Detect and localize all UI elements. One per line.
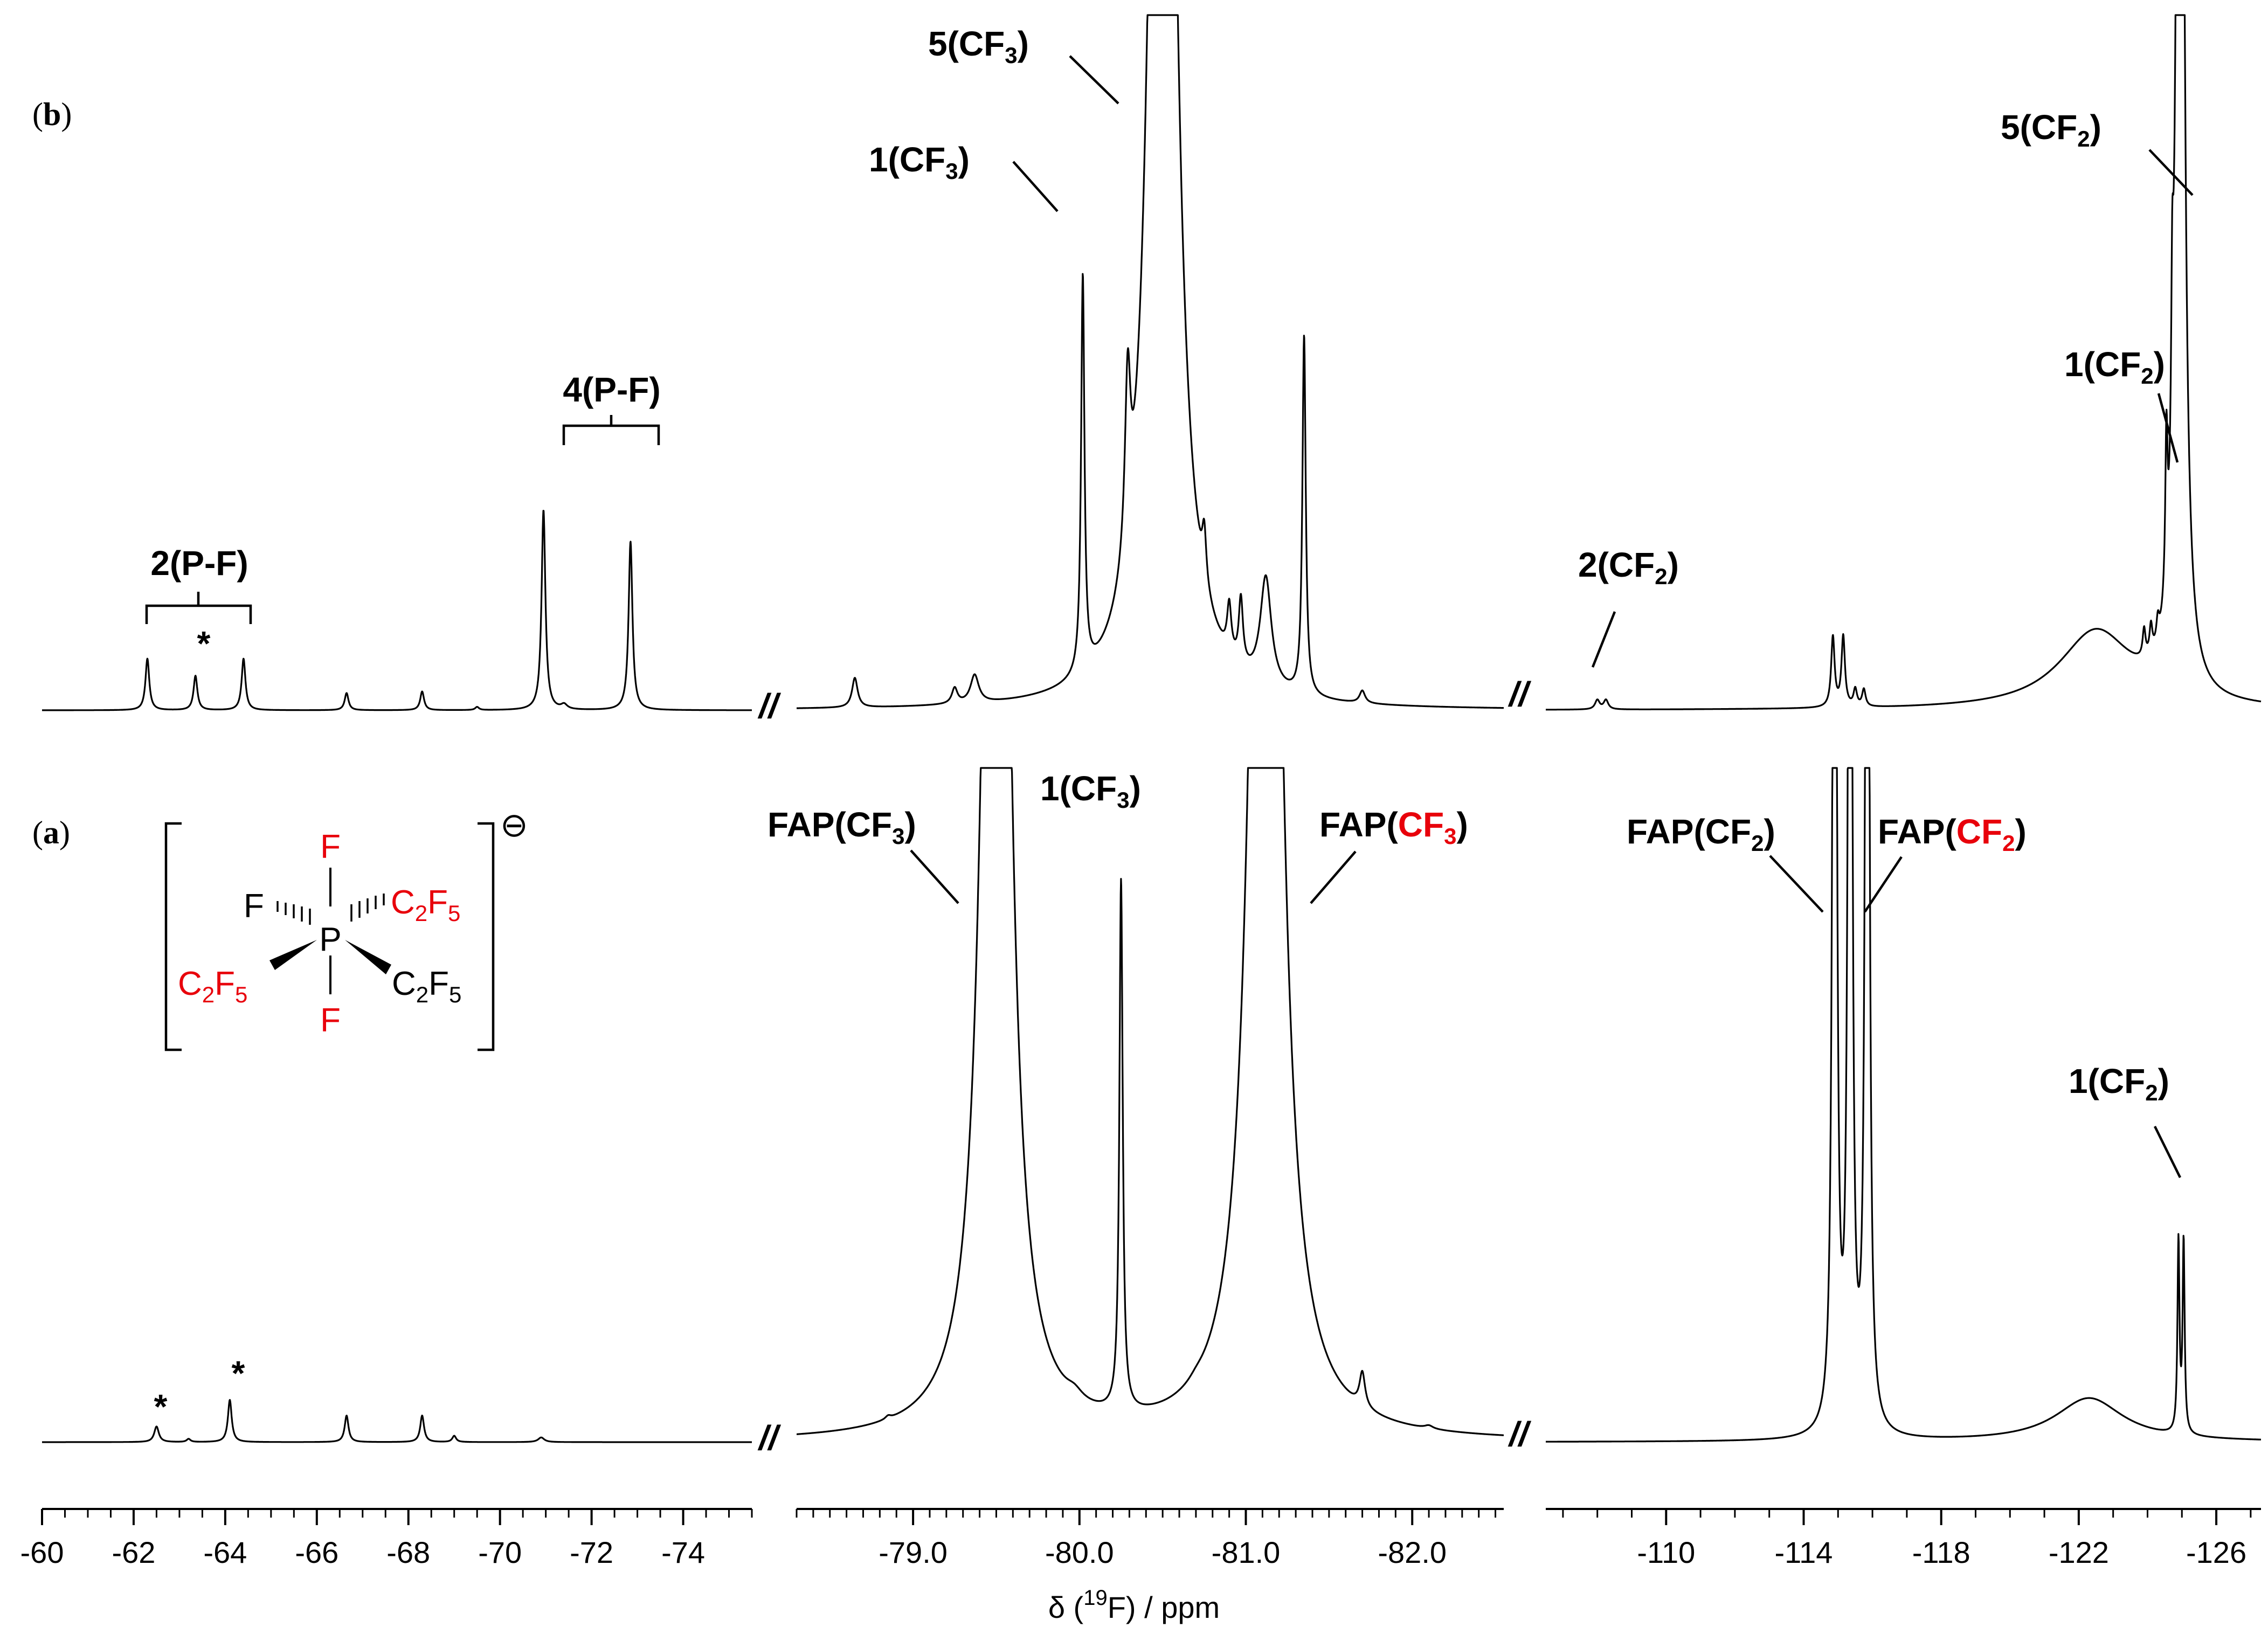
label-1-cf3-b: 1(CF3) — [869, 140, 970, 184]
label-fap-cf2-right: FAP(CF2) — [1878, 812, 2027, 856]
label-5-cf3-b: 5(CF3) — [928, 24, 1029, 68]
x-tick-label: -70 — [478, 1535, 522, 1569]
x-axes: -60 -62 -64 -66 -68 -70 -72 -74 -79.0 -80.0 -81.0 -… — [20, 1508, 2261, 1569]
x-tick-label: -64 — [203, 1535, 247, 1569]
label-1-cf2-b: 1(CF2) — [2064, 345, 2165, 389]
hashed-bond-left — [276, 901, 311, 925]
leader-fap-cf2-right — [1864, 856, 1903, 913]
axis-breaks: // // // // — [757, 675, 1532, 1457]
spectrum-trace-segment — [796, 14, 1505, 709]
label-fap-cf3-right: FAP(CF3) — [1319, 805, 1468, 849]
axis-break-b1: // — [757, 687, 782, 725]
axis-break-b2: // — [1508, 675, 1532, 714]
x-tick-label: -126 — [2186, 1535, 2246, 1569]
leader-fap-cf3-left — [910, 849, 959, 904]
group-c2f5-upper-right: C2F5 — [391, 884, 460, 926]
label-2-pf: 2(P-F) — [150, 544, 248, 583]
leader-1-cf3-b — [1012, 161, 1059, 212]
x-tick-label: -74 — [661, 1535, 705, 1569]
x-tick-label: -80.0 — [1045, 1535, 1114, 1569]
charge-symbol: ⊖ — [500, 807, 528, 844]
x-tick-label: -66 — [295, 1535, 338, 1569]
star-b: * — [197, 624, 211, 663]
leader-5-cf3-b — [1069, 55, 1119, 105]
star-a2: * — [232, 1354, 245, 1393]
bracket-right — [478, 822, 495, 1051]
label-1-cf2-a: 1(CF2) — [2069, 1062, 2169, 1105]
axis-break-a1: // — [757, 1418, 782, 1457]
star-a1: * — [154, 1387, 168, 1426]
wedge-bond-right — [345, 940, 391, 974]
x-tick-label: -110 — [1637, 1535, 1695, 1569]
label-fap-cf2-left: FAP(CF2) — [1627, 812, 1775, 856]
fap-anion-structure: ⊖ F F F P C2F5 C2F5 C2F5 — [164, 807, 528, 1051]
spectrum-b — [41, 14, 2262, 711]
x-tick-label: -60 — [20, 1535, 64, 1569]
spectrum-trace-segment — [41, 1399, 753, 1443]
spectrum-trace-segment — [796, 767, 1505, 1436]
label-2-cf2-b: 2(CF2) — [1578, 545, 1679, 589]
label-1-cf3-a: 1(CF3) — [1040, 769, 1141, 813]
x-tick-label: -118 — [1912, 1535, 1970, 1569]
annotations-a: * * FAP(CF3) 1(CF3) FAP(CF3) FAP(CF2) FA… — [154, 769, 2182, 1426]
bracket-left — [164, 822, 182, 1051]
leader-1-cf2-a — [2153, 1126, 2182, 1178]
hashed-bond-right — [350, 894, 385, 922]
bracket-4-pf — [562, 415, 660, 445]
atom-p: P — [319, 921, 341, 958]
atom-f-left: F — [244, 888, 264, 925]
leader-fap-cf2-left — [1769, 855, 1824, 913]
wedge-bond-left — [269, 940, 317, 970]
label-fap-cf3-left: FAP(CF3) — [767, 805, 916, 849]
x-tick-label: -72 — [570, 1535, 613, 1569]
annotations-b: 2(P-F) * 4(P-F) 1(CF3) 5(CF3) 2(CF2) 1(C… — [145, 24, 2194, 668]
spectrum-trace-segment — [1545, 767, 2262, 1443]
label-4-pf: 4(P-F) — [563, 370, 660, 409]
x-tick-label: -122 — [2049, 1535, 2109, 1569]
x-tick-label: -81.0 — [1212, 1535, 1281, 1569]
x-tick-label: -68 — [386, 1535, 430, 1569]
leader-1-cf2-b — [2157, 393, 2179, 463]
panel-label-a: (a) — [32, 815, 70, 850]
atom-f-top: F — [320, 828, 341, 865]
x-tick-label: -62 — [112, 1535, 155, 1569]
group-c2f5-lower-left: C2F5 — [178, 965, 247, 1007]
spectrum-trace-segment — [41, 510, 753, 711]
axis-break-a2: // — [1508, 1415, 1532, 1453]
leader-2-cf2-b — [1591, 611, 1616, 668]
spectrum-a — [41, 767, 2262, 1443]
bracket-2-pf — [145, 592, 252, 624]
x-axis-label: δ (19F) / ppm — [1048, 1586, 1220, 1624]
label-5-cf2-b: 5(CF2) — [2001, 108, 2101, 151]
spectrum-trace-segment — [1545, 14, 2262, 711]
atom-f-bottom: F — [320, 1002, 341, 1039]
x-tick-label: -82.0 — [1378, 1535, 1447, 1569]
leader-5-cf2-b — [2148, 149, 2194, 196]
panel-label-b: (b) — [32, 96, 72, 132]
x-tick-label: -114 — [1775, 1535, 1833, 1569]
leader-fap-cf3-right — [1310, 850, 1357, 904]
x-tick-label: -79.0 — [879, 1535, 948, 1569]
group-c2f5-lower-right: C2F5 — [392, 965, 461, 1007]
